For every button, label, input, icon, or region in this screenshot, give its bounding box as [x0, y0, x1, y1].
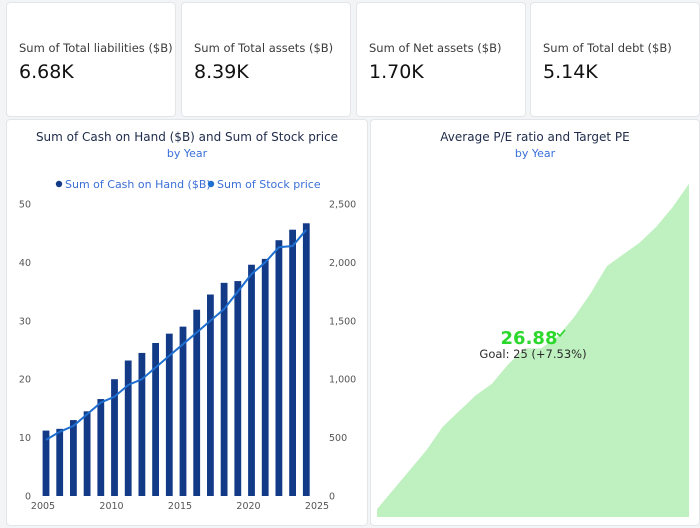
pe-ratio-area-chart: 26.88 Goal: 25 (+7.53%) [377, 183, 689, 518]
check-icon [556, 329, 566, 338]
y-left-tick-label: 50 [19, 200, 31, 211]
stock-price-line [45, 229, 308, 441]
cash-bar [193, 309, 201, 496]
cash-bar [42, 430, 50, 496]
y-right-tick-label: 1,000 [329, 375, 356, 386]
cash-bar [289, 229, 296, 497]
pe-ratio-chart-card[interactable]: Average P/E ratio and Target PE by Year … [370, 119, 700, 526]
pe-goal-text: Goal: 25 (+7.53%) [479, 347, 586, 361]
cash-bar [111, 379, 118, 496]
x-tick-label: 2025 [305, 501, 329, 512]
y-right-tick-label: 2,000 [329, 258, 356, 269]
x-tick-label: 2005 [31, 501, 55, 512]
x-tick-label: 2020 [236, 501, 260, 512]
cash-bar [302, 223, 310, 496]
kpi-card-total-liabilities[interactable]: Sum of Total liabilities ($B) 6.68K [6, 2, 176, 117]
kpi-label: Sum of Total assets ($B) [194, 41, 334, 55]
cash-bar [179, 326, 187, 496]
chart-subtitle: by Year [166, 147, 208, 160]
legend-marker-cash [55, 180, 63, 188]
cash-bar [97, 399, 105, 496]
cash-bar [70, 420, 77, 496]
cash-bar [138, 352, 146, 496]
x-tick-label: 2015 [168, 501, 192, 512]
kpi-value: 8.39K [194, 61, 249, 83]
y-left-tick-label: 20 [19, 375, 31, 386]
legend-item-cash: Sum of Cash on Hand ($B) [65, 178, 211, 191]
kpi-value: 1.70K [369, 61, 424, 83]
chart-title: Sum of Cash on Hand ($B) and Sum of Stoc… [35, 130, 339, 144]
y-right-tick-label: 500 [329, 433, 347, 444]
cash-bar [234, 281, 242, 496]
y-right-tick-label: 0 [329, 492, 335, 503]
kpi-label: Sum of Total debt ($B) [543, 41, 672, 55]
y-left-tick-label: 10 [19, 433, 31, 444]
legend-item-stock: Sum of Stock price [217, 178, 321, 191]
y-left-tick-label: 0 [25, 492, 31, 503]
cash-bar [56, 428, 64, 496]
kpi-label: Sum of Total liabilities ($B) [19, 41, 173, 55]
chart-title: Average P/E ratio and Target PE [440, 130, 630, 144]
kpi-value: 5.14K [543, 61, 598, 83]
y-right-tick-label: 2,500 [329, 200, 356, 211]
y-left-tick-label: 30 [19, 316, 31, 327]
y-left-tick-label: 40 [19, 258, 31, 269]
y-right-tick-label: 1,500 [329, 316, 356, 327]
cash-bar [220, 282, 228, 496]
cash-stock-chart-card[interactable]: Sum of Cash on Hand ($B) and Sum of Stoc… [6, 119, 368, 526]
kpi-card-total-debt[interactable]: Sum of Total debt ($B) 5.14K [530, 2, 700, 117]
cash-bar [261, 258, 269, 496]
chart-subtitle: by Year [514, 147, 556, 160]
cash-bar [165, 333, 173, 496]
legend-marker-stock [207, 180, 215, 188]
kpi-value: 6.68K [19, 61, 74, 83]
cash-bar [83, 411, 91, 496]
cash-bar [207, 294, 214, 496]
kpi-label: Sum of Net assets ($B) [369, 41, 502, 55]
cash-bar [152, 342, 159, 496]
x-tick-label: 2010 [99, 501, 123, 512]
cash-bar [248, 264, 255, 496]
cash-bar [124, 360, 132, 496]
kpi-card-total-assets[interactable]: Sum of Total assets ($B) 8.39K [181, 2, 351, 117]
kpi-card-net-assets[interactable]: Sum of Net assets ($B) 1.70K [356, 2, 526, 117]
cash-stock-combo-chart: Sum of Cash on Hand ($B) Sum of Stock pri… [19, 178, 356, 512]
cash-bar [275, 240, 283, 496]
pe-ratio-area [377, 183, 689, 518]
pe-kpi-value: 26.88 [501, 328, 558, 349]
